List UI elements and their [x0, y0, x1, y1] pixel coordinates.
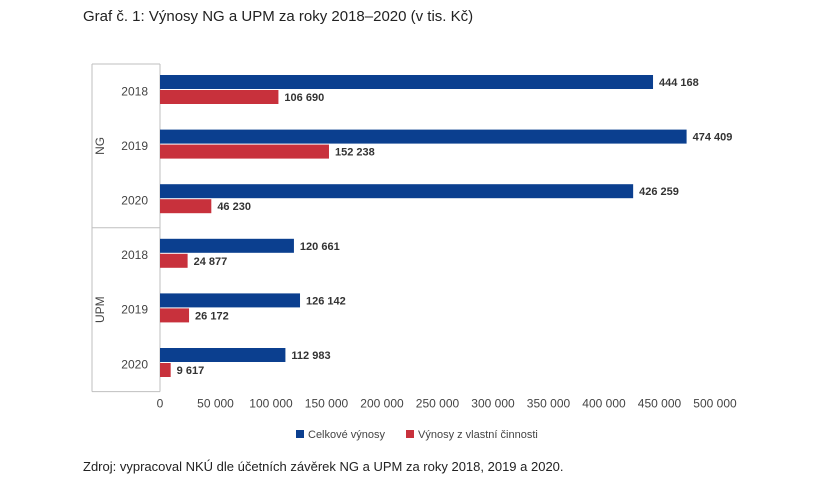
source-note: Zdroj: vypracoval NKÚ dle účetních závěr… [83, 459, 564, 474]
x-tick-label: 300 000 [471, 397, 515, 411]
data-label-celkove: 120 661 [300, 241, 340, 253]
data-label-celkove: 112 983 [291, 350, 330, 362]
legend-vynosy-vlastni-cinnost-label: Výnosy z vlastní činnosti [418, 429, 538, 441]
bar-vynosy-vlastni-cinnost [160, 308, 190, 323]
x-tick-label: 500 000 [693, 397, 737, 411]
data-label-vlastni: 106 690 [284, 92, 324, 104]
bar-celkove-vynosy [160, 75, 654, 89]
bar-vynosy-vlastni-cinnost [160, 144, 329, 159]
data-label-vlastni: 24 877 [194, 256, 228, 268]
category-label: 2018 [121, 84, 148, 98]
bar-vynosy-vlastni-cinnost [160, 253, 188, 268]
x-tick-label: 350 000 [527, 397, 571, 411]
chart-title: Graf č. 1: Výnosy NG a UPM za roky 2018–… [83, 8, 474, 25]
data-label-celkove: 426 259 [639, 186, 679, 198]
category-label: 2020 [121, 357, 148, 371]
data-label-celkove: 474 409 [693, 132, 733, 144]
bar-celkove-vynosy [160, 293, 301, 308]
x-tick-label: 50 000 [197, 397, 234, 411]
group-label-ng: NG [93, 137, 107, 155]
data-label-celkove: 126 142 [306, 295, 346, 307]
category-label: 2019 [121, 303, 148, 317]
legend-celkove-vynosy-swatch [296, 430, 304, 438]
bar-celkove-vynosy [160, 238, 294, 253]
data-label-vlastni: 26 172 [195, 310, 229, 322]
category-label: 2020 [121, 194, 148, 208]
bar-celkove-vynosy [160, 348, 286, 362]
group-label-upm: UPM [93, 296, 107, 323]
x-tick-label: 0 [157, 397, 164, 411]
bar-vynosy-vlastni-cinnost [160, 199, 212, 214]
bar-celkove-vynosy [160, 129, 687, 144]
legend-vynosy-vlastni-cinnost-swatch [406, 430, 414, 438]
data-label-celkove: 444 168 [659, 77, 699, 89]
x-tick-label: 200 000 [360, 397, 404, 411]
data-label-vlastni: 9 617 [177, 365, 205, 377]
bar-vynosy-vlastni-cinnost [160, 90, 279, 104]
x-tick-label: 450 000 [638, 397, 682, 411]
x-tick-label: 250 000 [416, 397, 460, 411]
bar-celkove-vynosy [160, 184, 634, 199]
x-tick-label: 150 000 [305, 397, 349, 411]
category-label: 2019 [121, 139, 148, 153]
x-tick-label: 400 000 [582, 397, 626, 411]
bar-vynosy-vlastni-cinnost [160, 363, 171, 377]
data-label-vlastni: 152 238 [335, 147, 375, 159]
data-label-vlastni: 46 230 [217, 201, 251, 213]
category-label: 2018 [121, 248, 148, 262]
x-tick-label: 100 000 [249, 397, 293, 411]
legend-celkove-vynosy-label: Celkové výnosy [308, 429, 386, 441]
